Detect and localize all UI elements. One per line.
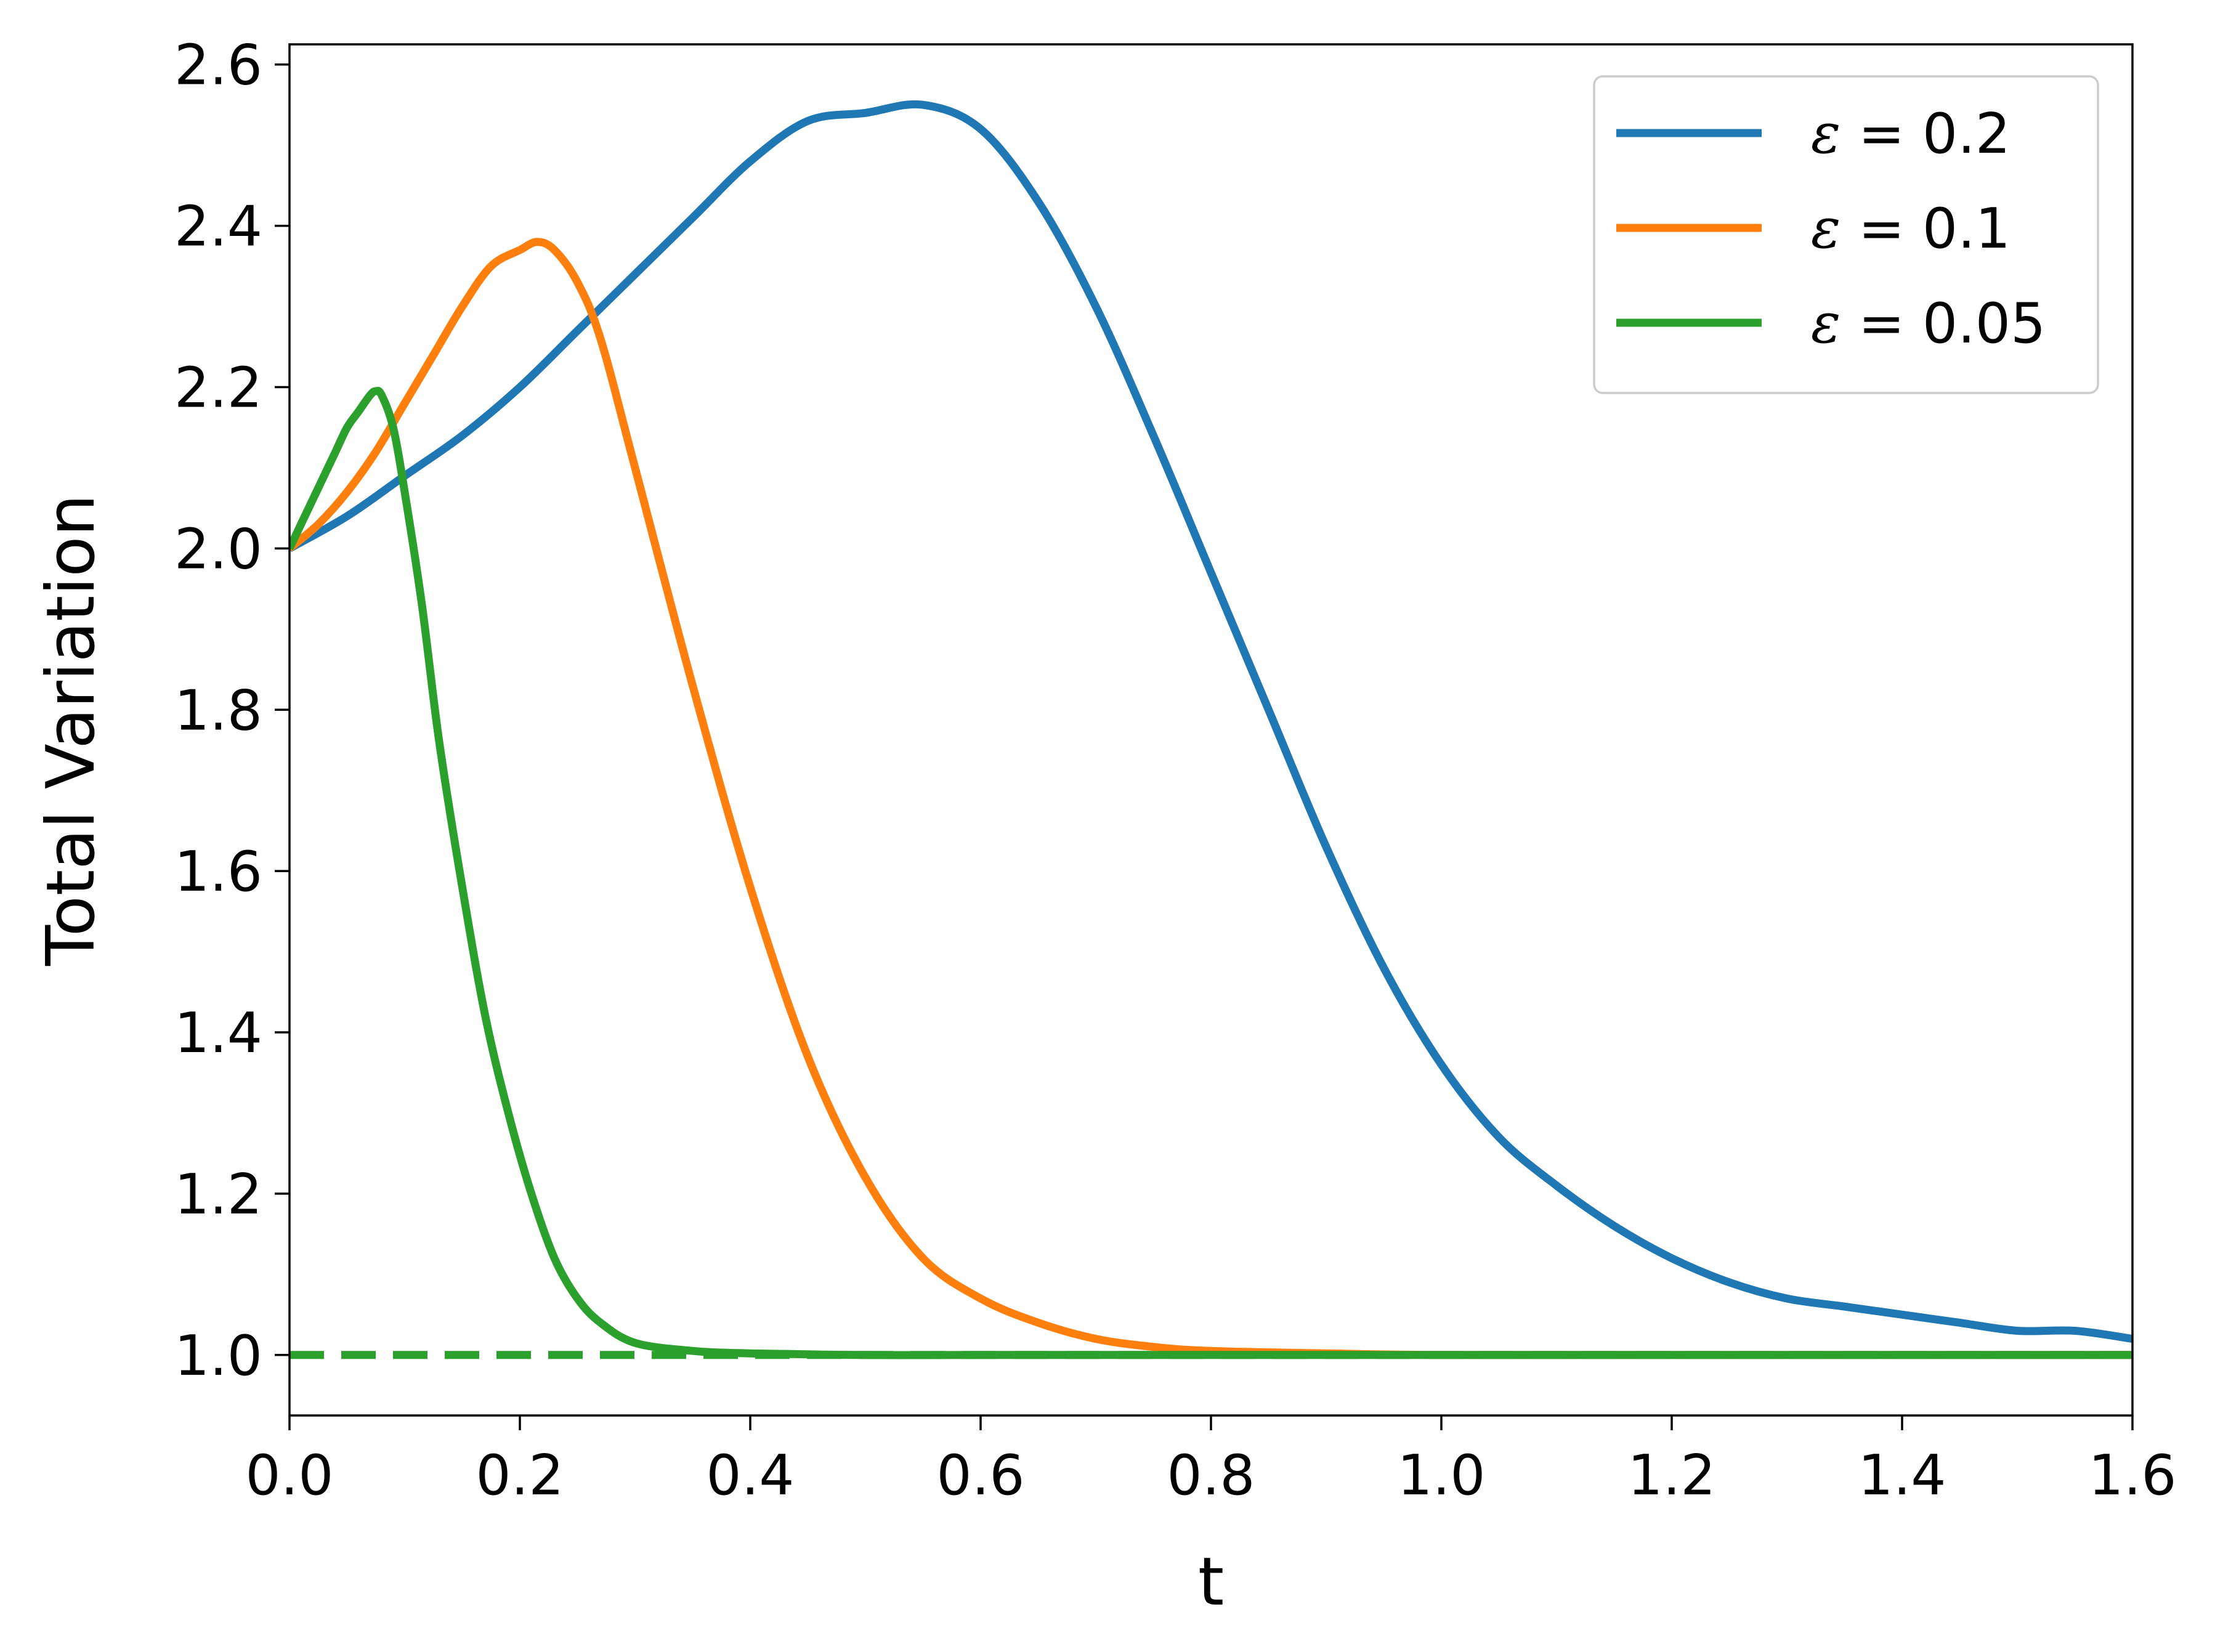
x-tick-label: 1.4 (1858, 1443, 1946, 1508)
legend: ε = 0.2 ε = 0.1 ε = 0.05 (1593, 75, 2099, 394)
series-line-0 (290, 100, 2132, 1343)
y-tick-label: 1.8 (174, 678, 262, 743)
x-tick-label: 0.2 (476, 1443, 564, 1508)
y-tick-label: 1.6 (174, 840, 262, 904)
y-tick-label: 1.2 (174, 1162, 262, 1227)
y-tick-label: 1.0 (174, 1324, 262, 1388)
y-tick-label: 2.4 (174, 195, 262, 259)
x-tick-label: 0.6 (936, 1443, 1024, 1508)
y-tick-label: 1.4 (174, 1001, 262, 1066)
series-line-2 (290, 387, 2132, 1359)
legend-label-1: ε = 0.1 (1811, 196, 2011, 261)
x-tick-label: 0.0 (245, 1443, 333, 1508)
x-tick-label: 0.8 (1167, 1443, 1255, 1508)
x-tick-label: 0.4 (706, 1443, 794, 1508)
y-tick-label: 2.6 (174, 33, 262, 98)
series-layer (290, 100, 2132, 1359)
y-tick-label: 2.0 (174, 517, 262, 581)
legend-label-0: ε = 0.2 (1811, 102, 2011, 166)
x-tick-label: 1.0 (1397, 1443, 1485, 1508)
y-tick-label: 2.2 (174, 356, 262, 421)
x-axis: 0.0 0.2 0.4 0.6 0.8 1.0 1.2 1.4 1.6 (245, 1415, 2177, 1508)
legend-label-2: ε = 0.05 (1811, 291, 2046, 356)
y-axis-label: Total Variation (33, 494, 110, 966)
legend-box (1593, 75, 2099, 394)
x-tick-label: 1.6 (2088, 1443, 2176, 1508)
y-axis: 1.0 1.2 1.4 1.6 1.8 2.0 2.2 2.4 2.6 (174, 33, 290, 1388)
x-axis-label: t (1198, 1544, 1224, 1621)
x-tick-label: 1.2 (1627, 1443, 1715, 1508)
